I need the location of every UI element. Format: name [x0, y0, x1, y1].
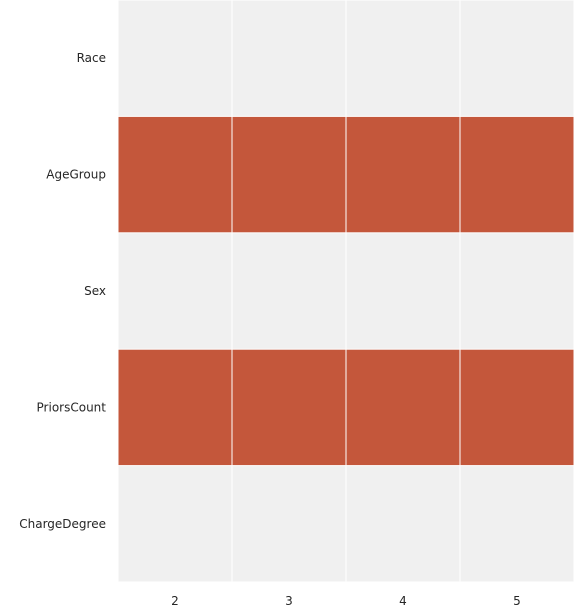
heatmap-cell-chargedegree-4 — [346, 466, 460, 582]
heatmap-cell-race-4 — [346, 0, 460, 116]
heatmap-cell-chargedegree-3 — [232, 466, 346, 582]
y-tick-label-sex: Sex — [84, 284, 106, 298]
y-tick-labels: Race AgeGroup Sex PriorsCount ChargeDegree — [19, 51, 106, 531]
heatmap-cells — [118, 0, 574, 582]
x-tick-label-4: 4 — [399, 594, 407, 608]
y-tick-label-priorscount: PriorsCount — [37, 400, 107, 414]
heatmap-cell-chargedegree-5 — [460, 466, 574, 582]
heatmap-cell-race-2 — [118, 0, 232, 116]
heatmap-cell-agegroup-3 — [232, 116, 346, 233]
heatmap-cell-agegroup-5 — [460, 116, 574, 233]
x-tick-labels: 2 3 4 5 — [171, 594, 521, 608]
heatmap-cell-chargedegree-2 — [118, 466, 232, 582]
heatmap-cell-agegroup-2 — [118, 116, 232, 233]
heatmap-cell-race-5 — [460, 0, 574, 116]
y-tick-label-race: Race — [77, 51, 106, 65]
heatmap-cell-sex-3 — [232, 233, 346, 349]
heatmap-cell-sex-2 — [118, 233, 232, 349]
heatmap-cell-priorscount-4 — [346, 349, 460, 466]
heatmap-cell-agegroup-4 — [346, 116, 460, 233]
x-tick-label-5: 5 — [513, 594, 521, 608]
heatmap-cell-sex-4 — [346, 233, 460, 349]
heatmap-cell-priorscount-5 — [460, 349, 574, 466]
y-tick-label-chargedegree: ChargeDegree — [19, 517, 106, 531]
heatmap-cell-sex-5 — [460, 233, 574, 349]
y-tick-label-agegroup: AgeGroup — [46, 168, 106, 182]
x-tick-label-2: 2 — [171, 594, 179, 608]
heatmap-cell-priorscount-3 — [232, 349, 346, 466]
heatmap-cell-race-3 — [232, 0, 346, 116]
heatmap-cell-priorscount-2 — [118, 349, 232, 466]
x-tick-label-3: 3 — [285, 594, 293, 608]
